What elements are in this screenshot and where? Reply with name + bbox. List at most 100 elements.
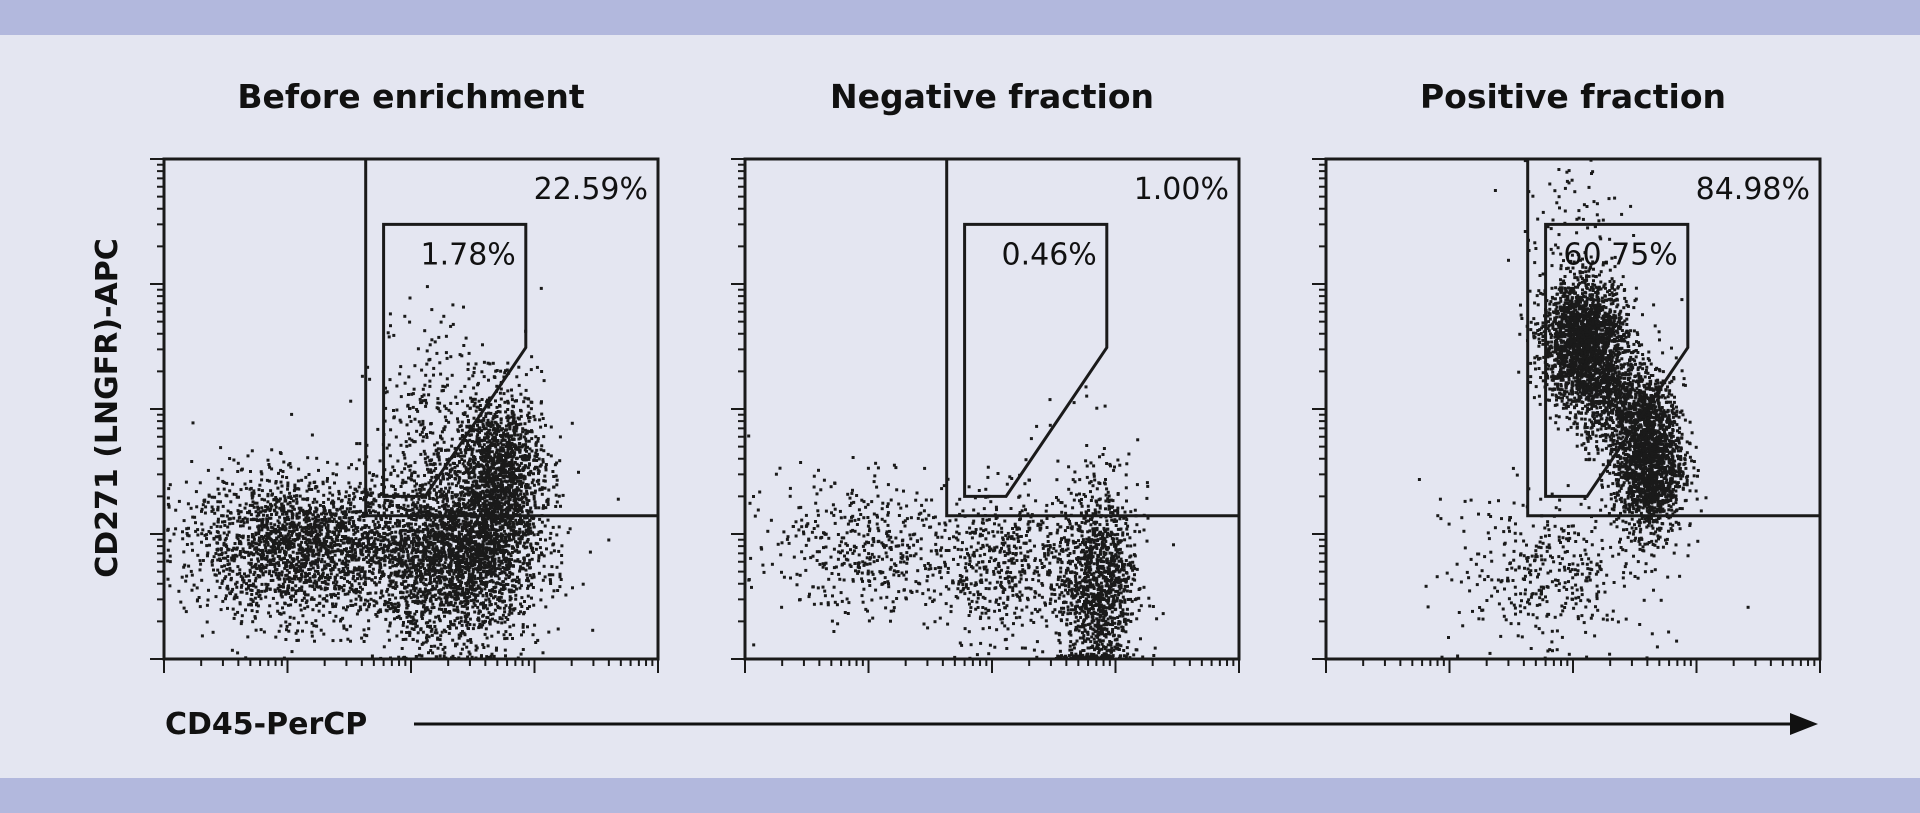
event-dot [474,530,477,534]
event-dot [377,524,381,527]
event-dot [252,517,255,521]
event-dot [387,575,391,578]
event-dot [283,580,287,584]
event-dot [346,536,350,540]
event-dot [509,603,513,607]
event-dot [348,516,352,520]
event-dot [460,568,464,572]
event-dot [369,562,373,566]
event-dot [442,544,446,548]
event-dot [415,506,419,510]
event-dot [440,546,444,550]
event-dot [528,558,532,562]
event-dot [271,554,275,558]
event-dot [415,571,418,575]
event-dot [542,564,546,568]
event-dot [507,438,511,442]
event-dot [273,565,277,569]
event-dot [496,630,500,634]
event-dot [501,599,505,603]
event-dot [488,570,492,574]
event-dot [246,550,250,554]
event-dot [322,567,326,571]
event-dot [335,507,339,511]
event-dot [469,599,473,603]
event-dot [438,519,442,523]
event-dot [380,535,384,539]
event-dot [372,497,376,501]
event-dot [215,548,219,552]
event-dot [487,448,491,452]
event-dot [442,586,446,590]
event-dot [397,569,401,573]
event-dot [385,609,389,613]
event-dot [238,601,242,605]
event-dot [428,555,432,559]
event-dot [403,507,407,511]
event-dot [367,605,371,609]
event-dot [249,470,252,473]
event-dot [297,560,301,564]
event-dot [451,518,455,522]
event-dot [467,542,470,546]
event-dot [471,397,475,401]
event-dot [311,513,315,517]
event-dot [357,590,360,594]
event-dot [509,455,513,458]
event-dot [501,613,505,617]
event-dot [350,537,353,541]
event-dot [336,535,339,539]
event-dot [448,572,452,576]
event-dot [202,499,206,503]
event-dot [310,634,314,638]
event-dot [198,605,202,609]
event-dot [277,564,281,567]
event-dot [390,554,394,558]
event-dot [341,535,344,538]
event-dot [264,546,268,549]
event-dot [284,638,288,641]
event-dot [288,501,292,504]
event-dot [438,581,442,585]
event-dot [219,547,223,551]
event-dot [355,467,359,471]
event-dot [185,574,189,578]
event-dot [445,585,449,589]
event-dot [288,536,292,540]
event-dot [375,614,379,618]
event-dot [330,560,334,564]
event-dot [225,533,229,537]
event-dot [345,553,349,557]
event-dot [472,540,476,544]
event-dot [542,504,545,508]
event-dot [318,577,321,580]
event-dot [406,575,409,579]
event-dot [449,620,452,624]
event-dot [447,548,451,552]
event-dot [518,527,522,531]
event-dot [400,564,404,568]
event-dot [402,539,406,543]
event-dot [399,529,403,533]
event-dot [359,607,363,611]
event-dot [387,443,391,447]
event-dot [405,602,409,606]
event-dot [423,549,427,553]
event-dot [396,559,400,563]
event-dot [272,542,275,546]
event-dot [504,556,508,560]
event-dot [426,624,430,628]
event-dot [440,525,444,529]
event-dot [429,528,433,532]
event-dot [223,538,227,542]
event-dot [223,523,227,527]
event-dot [260,557,264,561]
event-dot [432,488,436,492]
event-dot [390,602,394,606]
event-dot [428,611,432,615]
event-dot [419,550,423,554]
event-dot [304,519,308,523]
event-dot [362,582,366,586]
event-dot [493,619,497,623]
